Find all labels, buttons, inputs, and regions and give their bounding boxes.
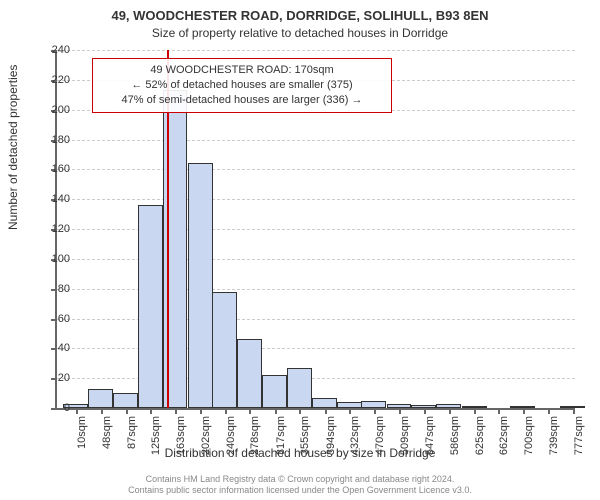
x-tick-label: 87sqm — [126, 416, 138, 466]
x-tick — [424, 408, 426, 414]
x-tick — [325, 408, 327, 414]
x-tick-label: 739sqm — [548, 416, 560, 466]
x-tick — [101, 408, 103, 414]
histogram-bar — [361, 401, 386, 408]
x-tick-label: 355sqm — [299, 416, 311, 466]
chart-title-line2: Size of property relative to detached ho… — [0, 26, 600, 40]
x-tick — [76, 408, 78, 414]
x-tick-label: 125sqm — [150, 416, 162, 466]
x-tick-label: 625sqm — [474, 416, 486, 466]
x-tick — [249, 408, 251, 414]
x-tick — [299, 408, 301, 414]
x-tick-label: 240sqm — [225, 416, 237, 466]
x-tick — [200, 408, 202, 414]
x-tick — [474, 408, 476, 414]
x-tick-label: 10sqm — [76, 416, 88, 466]
y-tick-label: 20 — [30, 372, 70, 384]
x-tick — [349, 408, 351, 414]
gridline — [57, 140, 575, 141]
gridline — [57, 259, 575, 260]
annotation-line1: 49 WOODCHESTER ROAD: 170sqm — [99, 63, 385, 78]
y-tick-label: 240 — [30, 44, 70, 56]
x-tick-label: 432sqm — [349, 416, 361, 466]
x-tick-label: 509sqm — [399, 416, 411, 466]
y-tick-label: 60 — [30, 313, 70, 325]
gridline — [57, 348, 575, 349]
gridline — [57, 199, 575, 200]
gridline — [57, 169, 575, 170]
chart-title-line1: 49, WOODCHESTER ROAD, DORRIDGE, SOLIHULL… — [0, 8, 600, 23]
plot-area: 49 WOODCHESTER ROAD: 170sqm ← 52% of det… — [55, 50, 575, 410]
x-tick-label: 586sqm — [449, 416, 461, 466]
histogram-bar — [262, 375, 287, 408]
x-tick — [175, 408, 177, 414]
histogram-bar — [287, 368, 312, 408]
gridline — [57, 378, 575, 379]
histogram-bar — [312, 398, 337, 408]
x-tick-label: 202sqm — [200, 416, 212, 466]
x-tick — [573, 408, 575, 414]
footer-line2: Contains public sector information licen… — [0, 485, 600, 496]
histogram-bar — [237, 339, 262, 408]
footer-attribution: Contains HM Land Registry data © Crown c… — [0, 474, 600, 496]
histogram-bar — [188, 163, 213, 408]
gridline — [57, 319, 575, 320]
y-tick-label: 0 — [30, 402, 70, 414]
x-tick-label: 163sqm — [175, 416, 187, 466]
y-axis-label: Number of detached properties — [6, 65, 20, 230]
y-tick-label: 100 — [30, 253, 70, 265]
gridline — [57, 229, 575, 230]
histogram-bar — [212, 292, 237, 408]
histogram-bar — [138, 205, 163, 408]
x-tick-label: 48sqm — [101, 416, 113, 466]
y-tick-label: 160 — [30, 163, 70, 175]
gridline — [57, 289, 575, 290]
y-tick-label: 220 — [30, 74, 70, 86]
x-tick — [548, 408, 550, 414]
x-tick-label: 470sqm — [374, 416, 386, 466]
x-tick-label: 662sqm — [498, 416, 510, 466]
y-tick-label: 180 — [30, 134, 70, 146]
x-tick — [275, 408, 277, 414]
x-tick-label: 700sqm — [523, 416, 535, 466]
y-tick-label: 120 — [30, 223, 70, 235]
x-tick-label: 777sqm — [573, 416, 585, 466]
annotation-box: 49 WOODCHESTER ROAD: 170sqm ← 52% of det… — [92, 58, 392, 113]
x-tick-label: 317sqm — [275, 416, 287, 466]
x-tick — [225, 408, 227, 414]
x-tick — [449, 408, 451, 414]
y-tick-label: 40 — [30, 342, 70, 354]
annotation-line3: 47% of semi-detached houses are larger (… — [99, 93, 385, 108]
x-tick-label: 547sqm — [424, 416, 436, 466]
chart-container: 49, WOODCHESTER ROAD, DORRIDGE, SOLIHULL… — [0, 0, 600, 500]
x-tick — [523, 408, 525, 414]
x-tick — [150, 408, 152, 414]
histogram-bar — [113, 393, 138, 408]
x-tick — [374, 408, 376, 414]
x-tick — [126, 408, 128, 414]
footer-line1: Contains HM Land Registry data © Crown c… — [0, 474, 600, 485]
x-tick — [498, 408, 500, 414]
y-tick-label: 200 — [30, 104, 70, 116]
x-tick — [399, 408, 401, 414]
y-tick-label: 140 — [30, 193, 70, 205]
y-tick-label: 80 — [30, 283, 70, 295]
annotation-line2: ← 52% of detached houses are smaller (37… — [99, 78, 385, 93]
histogram-bar — [88, 389, 113, 408]
x-tick-label: 394sqm — [325, 416, 337, 466]
x-tick-label: 278sqm — [249, 416, 261, 466]
gridline — [57, 50, 575, 51]
